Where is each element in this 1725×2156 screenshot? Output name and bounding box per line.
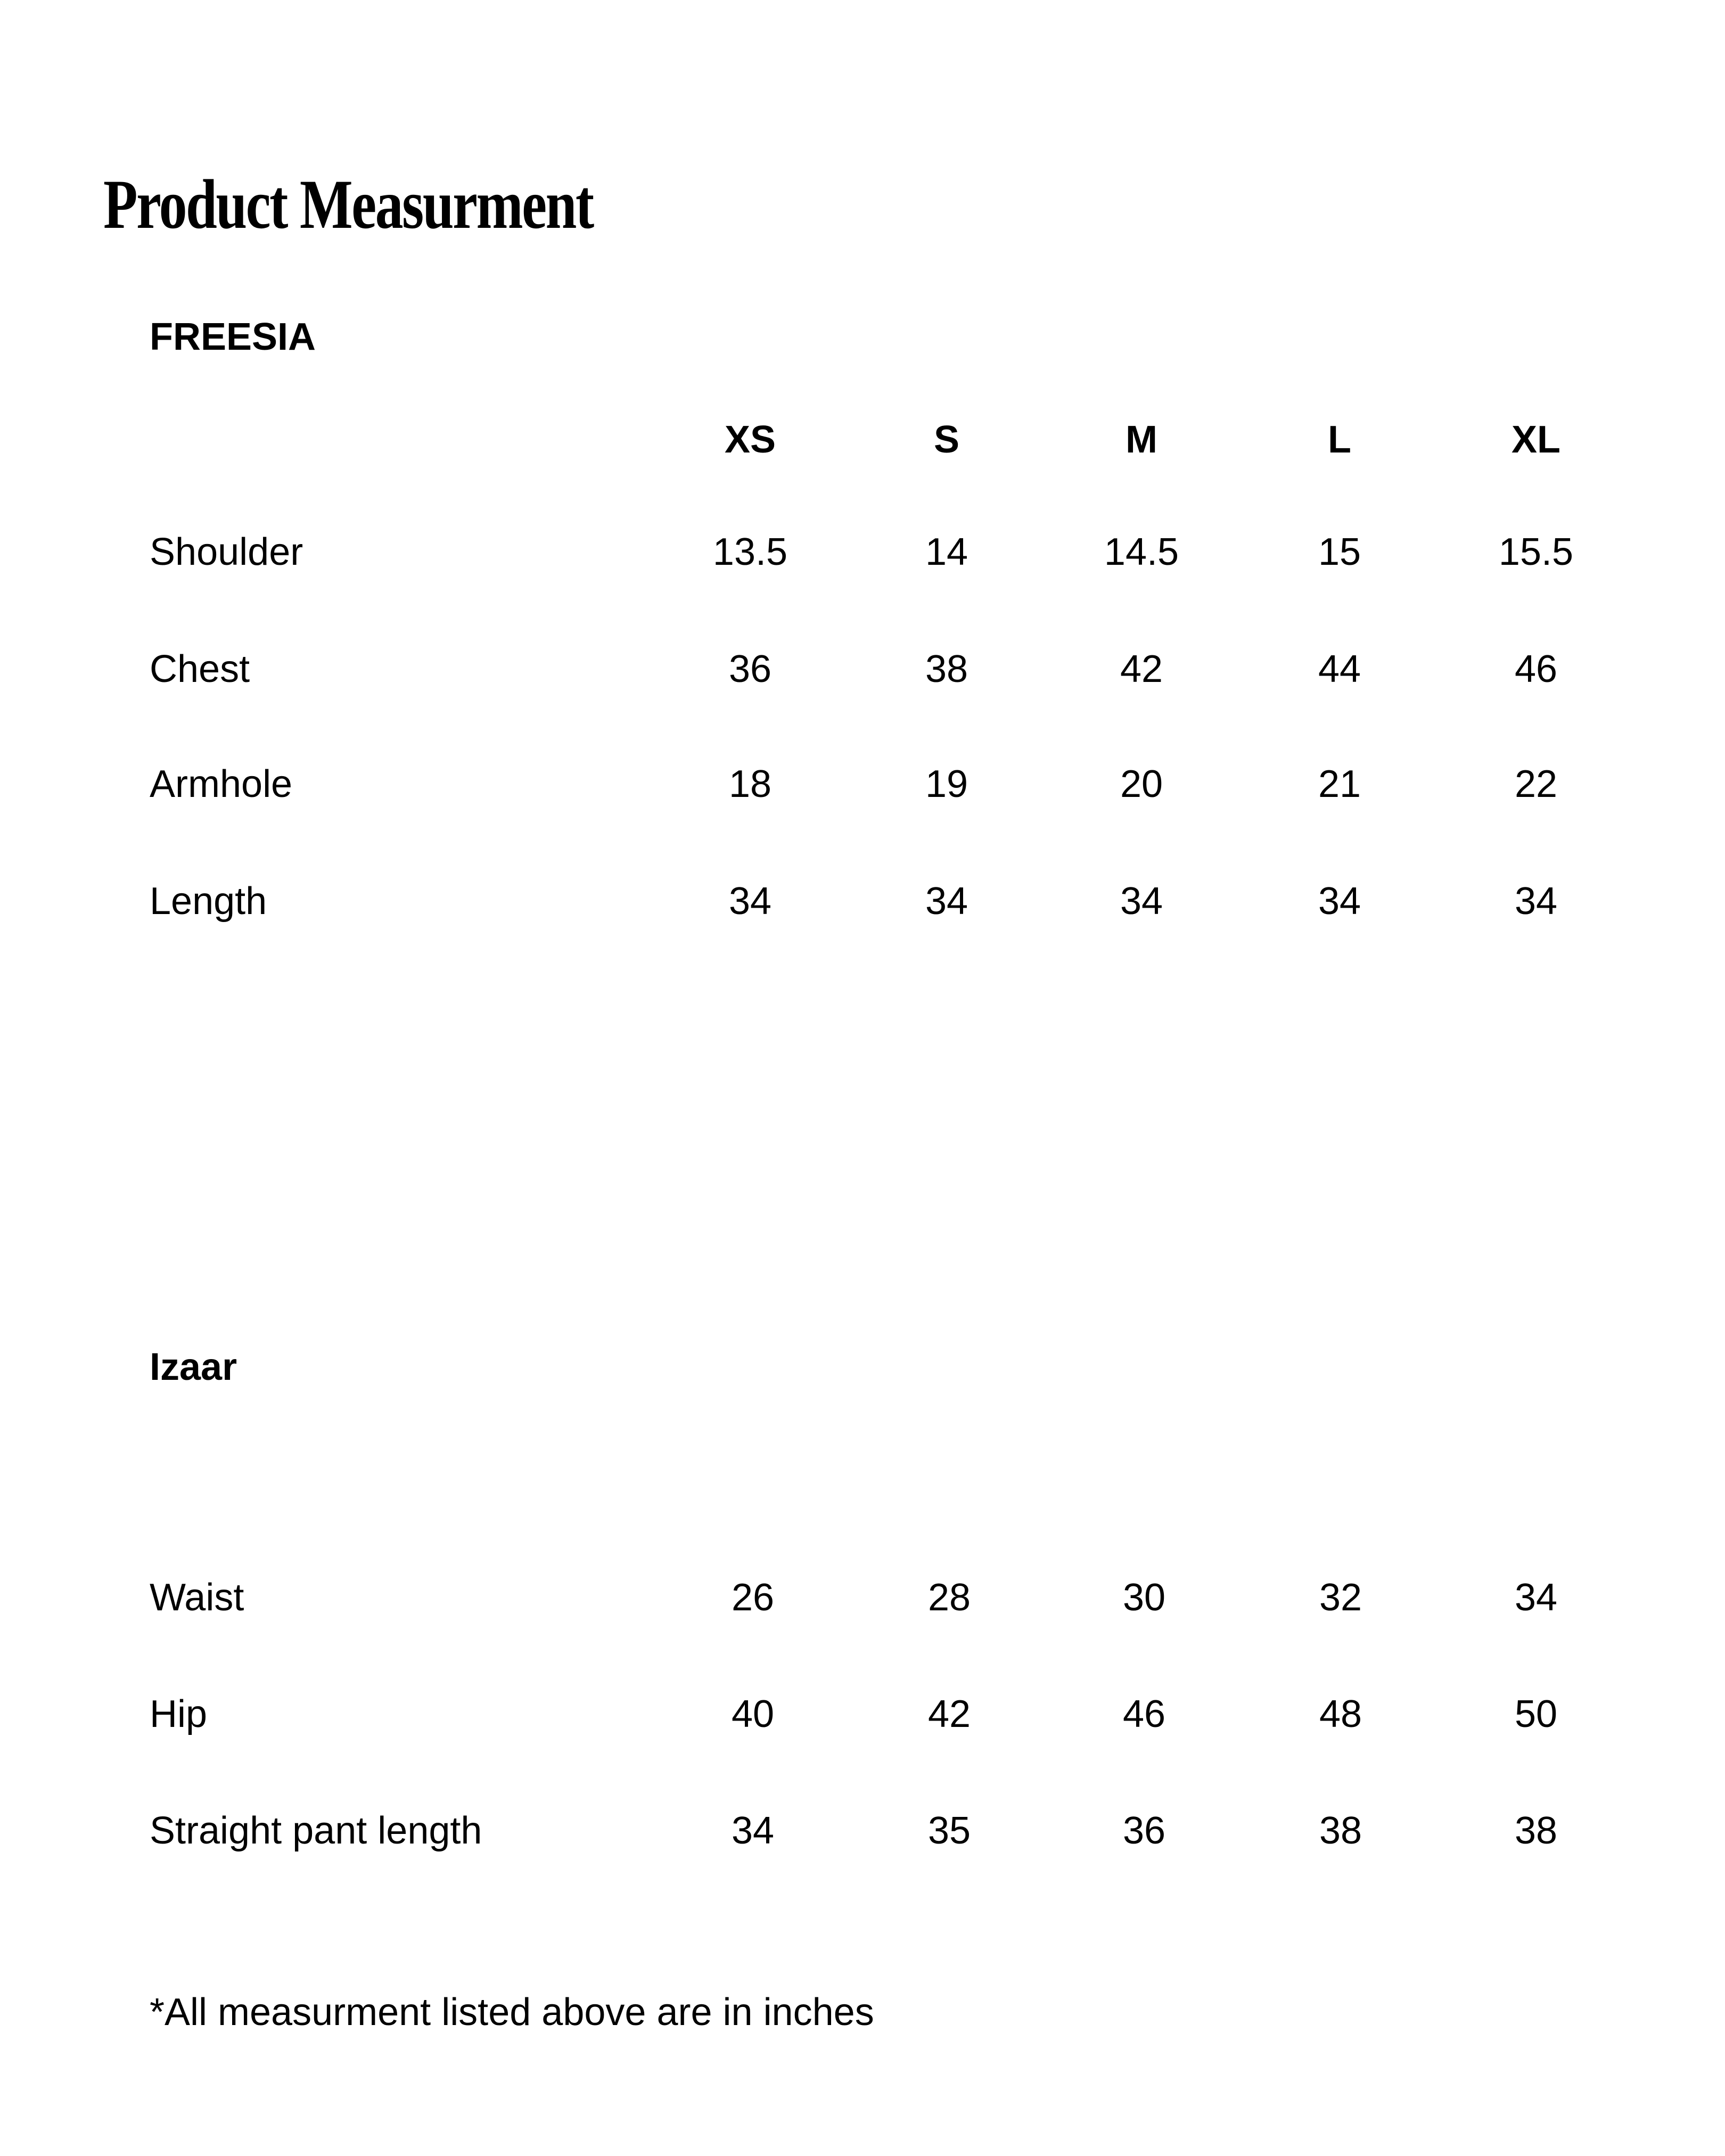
measurement-cell: 18 (728, 763, 772, 805)
measurement-cell: 46 (1122, 1693, 1166, 1735)
measurement-cell: 15.5 (1498, 531, 1574, 573)
size-header: XS (724, 418, 776, 461)
measurement-cell: 30 (1122, 1576, 1166, 1619)
table-row: Straight pant length 34 35 36 38 38 (0, 1807, 1725, 1855)
measurement-cell: 42 (927, 1693, 971, 1735)
measurement-cell: 22 (1514, 763, 1558, 805)
size-header: L (1328, 418, 1351, 461)
measurement-cell: 38 (925, 648, 968, 690)
measurement-cell: 20 (1120, 763, 1163, 805)
measurement-cell: 34 (731, 1809, 775, 1852)
row-label: Chest (150, 648, 250, 690)
measurement-cell: 46 (1514, 648, 1558, 690)
measurement-cell: 14 (925, 531, 968, 573)
row-label: Straight pant length (150, 1809, 482, 1852)
measurement-cell: 34 (1318, 880, 1361, 923)
footnote: *All measurment listed above are in inch… (150, 1991, 874, 2034)
measurement-cell: 34 (1514, 1576, 1558, 1619)
measurement-cell: 34 (925, 880, 968, 923)
table-row: Shoulder 13.5 14 14.5 15 15.5 (0, 528, 1725, 576)
measurement-cell: 19 (925, 763, 968, 805)
izaar-heading: Izaar (150, 1346, 237, 1388)
size-header: XL (1511, 418, 1560, 461)
table-row: Armhole 18 19 20 21 22 (0, 760, 1725, 808)
measurement-cell: 38 (1319, 1809, 1362, 1852)
measurement-cell: 13.5 (712, 531, 788, 573)
table-row: Chest 36 38 42 44 46 (0, 645, 1725, 693)
measurement-cell: 21 (1318, 763, 1361, 805)
freesia-heading: FREESIA (150, 316, 316, 358)
measurement-cell: 34 (728, 880, 772, 923)
measurement-cell: 26 (731, 1576, 775, 1619)
measurement-cell: 34 (1120, 880, 1163, 923)
size-header: S (933, 418, 960, 461)
row-label: Length (150, 880, 267, 923)
table-row: Waist 26 28 30 32 34 (0, 1574, 1725, 1622)
measurement-cell: 36 (728, 648, 772, 690)
page-title: Product Measurment (103, 165, 594, 243)
measurement-cell: 44 (1318, 648, 1361, 690)
measurement-cell: 15 (1318, 531, 1361, 573)
row-label: Shoulder (150, 531, 303, 573)
measurement-cell: 34 (1514, 880, 1558, 923)
row-label: Waist (150, 1576, 244, 1619)
size-header-row: XS S M L XL (0, 416, 1725, 464)
row-label: Armhole (150, 763, 293, 805)
measurement-cell: 40 (731, 1693, 775, 1735)
table-row: Hip 40 42 46 48 50 (0, 1690, 1725, 1738)
measurement-cell: 32 (1319, 1576, 1362, 1619)
measurement-cell: 35 (927, 1809, 971, 1852)
measurement-cell: 14.5 (1104, 531, 1179, 573)
size-header: M (1126, 418, 1157, 461)
measurement-cell: 28 (927, 1576, 971, 1619)
measurement-cell: 36 (1122, 1809, 1166, 1852)
measurement-cell: 38 (1514, 1809, 1558, 1852)
measurement-cell: 50 (1514, 1693, 1558, 1735)
measurement-cell: 48 (1319, 1693, 1362, 1735)
measurement-cell: 42 (1120, 648, 1163, 690)
row-label: Hip (150, 1693, 208, 1735)
table-row: Length 34 34 34 34 34 (0, 877, 1725, 925)
